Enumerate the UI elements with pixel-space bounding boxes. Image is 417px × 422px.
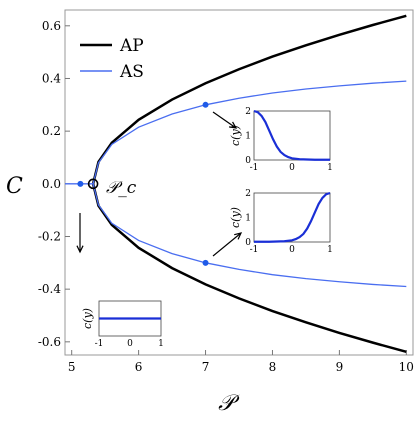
marker-group bbox=[77, 101, 209, 266]
y-axis-title: C bbox=[6, 174, 23, 199]
upper-inset-curve bbox=[253, 109, 330, 161]
arrow-group bbox=[76, 111, 243, 257]
upper-inset-x-tick-label: 0 bbox=[289, 163, 295, 173]
middle-inset-y-tick-label: 1 bbox=[245, 214, 251, 224]
upper-inset-y-label: c(y) bbox=[229, 125, 242, 146]
data-point-marker bbox=[77, 180, 84, 187]
lower-inset-arrow-head bbox=[76, 245, 84, 254]
upper-inset-arrow-head bbox=[228, 121, 238, 129]
lower-inset-x-tick-label: -1 bbox=[95, 339, 104, 349]
lower-inset-y-label: c(y) bbox=[81, 308, 94, 329]
x-tick-label: 6 bbox=[135, 360, 143, 374]
x-tick-label: 9 bbox=[336, 360, 344, 374]
middle-inset-curve bbox=[254, 191, 331, 243]
middle-inset-arrow-head bbox=[234, 232, 243, 240]
middle-inset-x-tick-label: -1 bbox=[250, 245, 259, 255]
upper-inset-x-tick-label: -1 bbox=[250, 163, 259, 173]
middle-inset-y-label: c(y) bbox=[229, 207, 242, 228]
middle-inset-x-tick-label: 0 bbox=[289, 245, 295, 255]
x-tick-label: 8 bbox=[269, 360, 277, 374]
x-tick-label: 10 bbox=[399, 360, 414, 374]
critical-point-label: 𝒫_c bbox=[106, 178, 137, 198]
y-tick-label: 0.0 bbox=[42, 177, 61, 191]
x-tick-group: 5 6 7 8 9 10 bbox=[68, 350, 414, 374]
legend: AP AS bbox=[80, 36, 144, 82]
series-as-lower-line bbox=[92, 183, 407, 288]
series-ap-upper-line bbox=[91, 14, 407, 185]
upper-inset-y-tick-label: 0 bbox=[245, 156, 251, 166]
y-tick-label: -0.2 bbox=[38, 229, 61, 243]
upper-inset-arrow bbox=[212, 111, 237, 129]
middle-inset-y-tick-label: 0 bbox=[245, 238, 251, 248]
legend-label-ap: AP bbox=[119, 36, 144, 56]
y-tick-label: 0.2 bbox=[42, 124, 61, 138]
upper-inset-frame bbox=[253, 110, 331, 161]
lower-inset-x-tick-label: 1 bbox=[158, 339, 164, 349]
y-tick-group: 0.6 0.4 0.2 0.0 -0.2 -0.4 -0.6 bbox=[38, 19, 70, 349]
lower-inset-x-tick-label: 0 bbox=[127, 339, 133, 349]
x-axis-title: 𝒫 bbox=[218, 391, 240, 416]
lower-inset: -1 0 1 c(y) bbox=[81, 300, 164, 349]
x-tick-label: 7 bbox=[202, 360, 210, 374]
middle-inset-frame bbox=[253, 192, 331, 243]
upper-inset-y-tick-label: 2 bbox=[245, 107, 251, 117]
legend-label-as: AS bbox=[119, 62, 144, 82]
y-tick-label: -0.4 bbox=[38, 282, 62, 296]
upper-inset-y-tick-label: 1 bbox=[245, 132, 251, 142]
data-point-marker bbox=[202, 259, 209, 266]
y-tick-label: 0.4 bbox=[42, 71, 61, 85]
plot-frame bbox=[64, 9, 414, 356]
middle-inset-y-tick-label: 2 bbox=[245, 189, 251, 199]
upper-inset-x-tick-label: 1 bbox=[327, 163, 333, 173]
data-point-marker bbox=[202, 101, 209, 108]
y-tick-label: -0.6 bbox=[38, 335, 61, 349]
critical-point-marker bbox=[87, 178, 99, 190]
middle-inset-x-tick-label: 1 bbox=[327, 245, 333, 255]
series-ap-lower-line bbox=[91, 183, 407, 354]
x-tick-label: 5 bbox=[68, 360, 76, 374]
middle-inset-arrow bbox=[212, 232, 242, 257]
y-tick-label: 0.6 bbox=[42, 19, 61, 33]
series-as-upper-line bbox=[92, 80, 407, 184]
